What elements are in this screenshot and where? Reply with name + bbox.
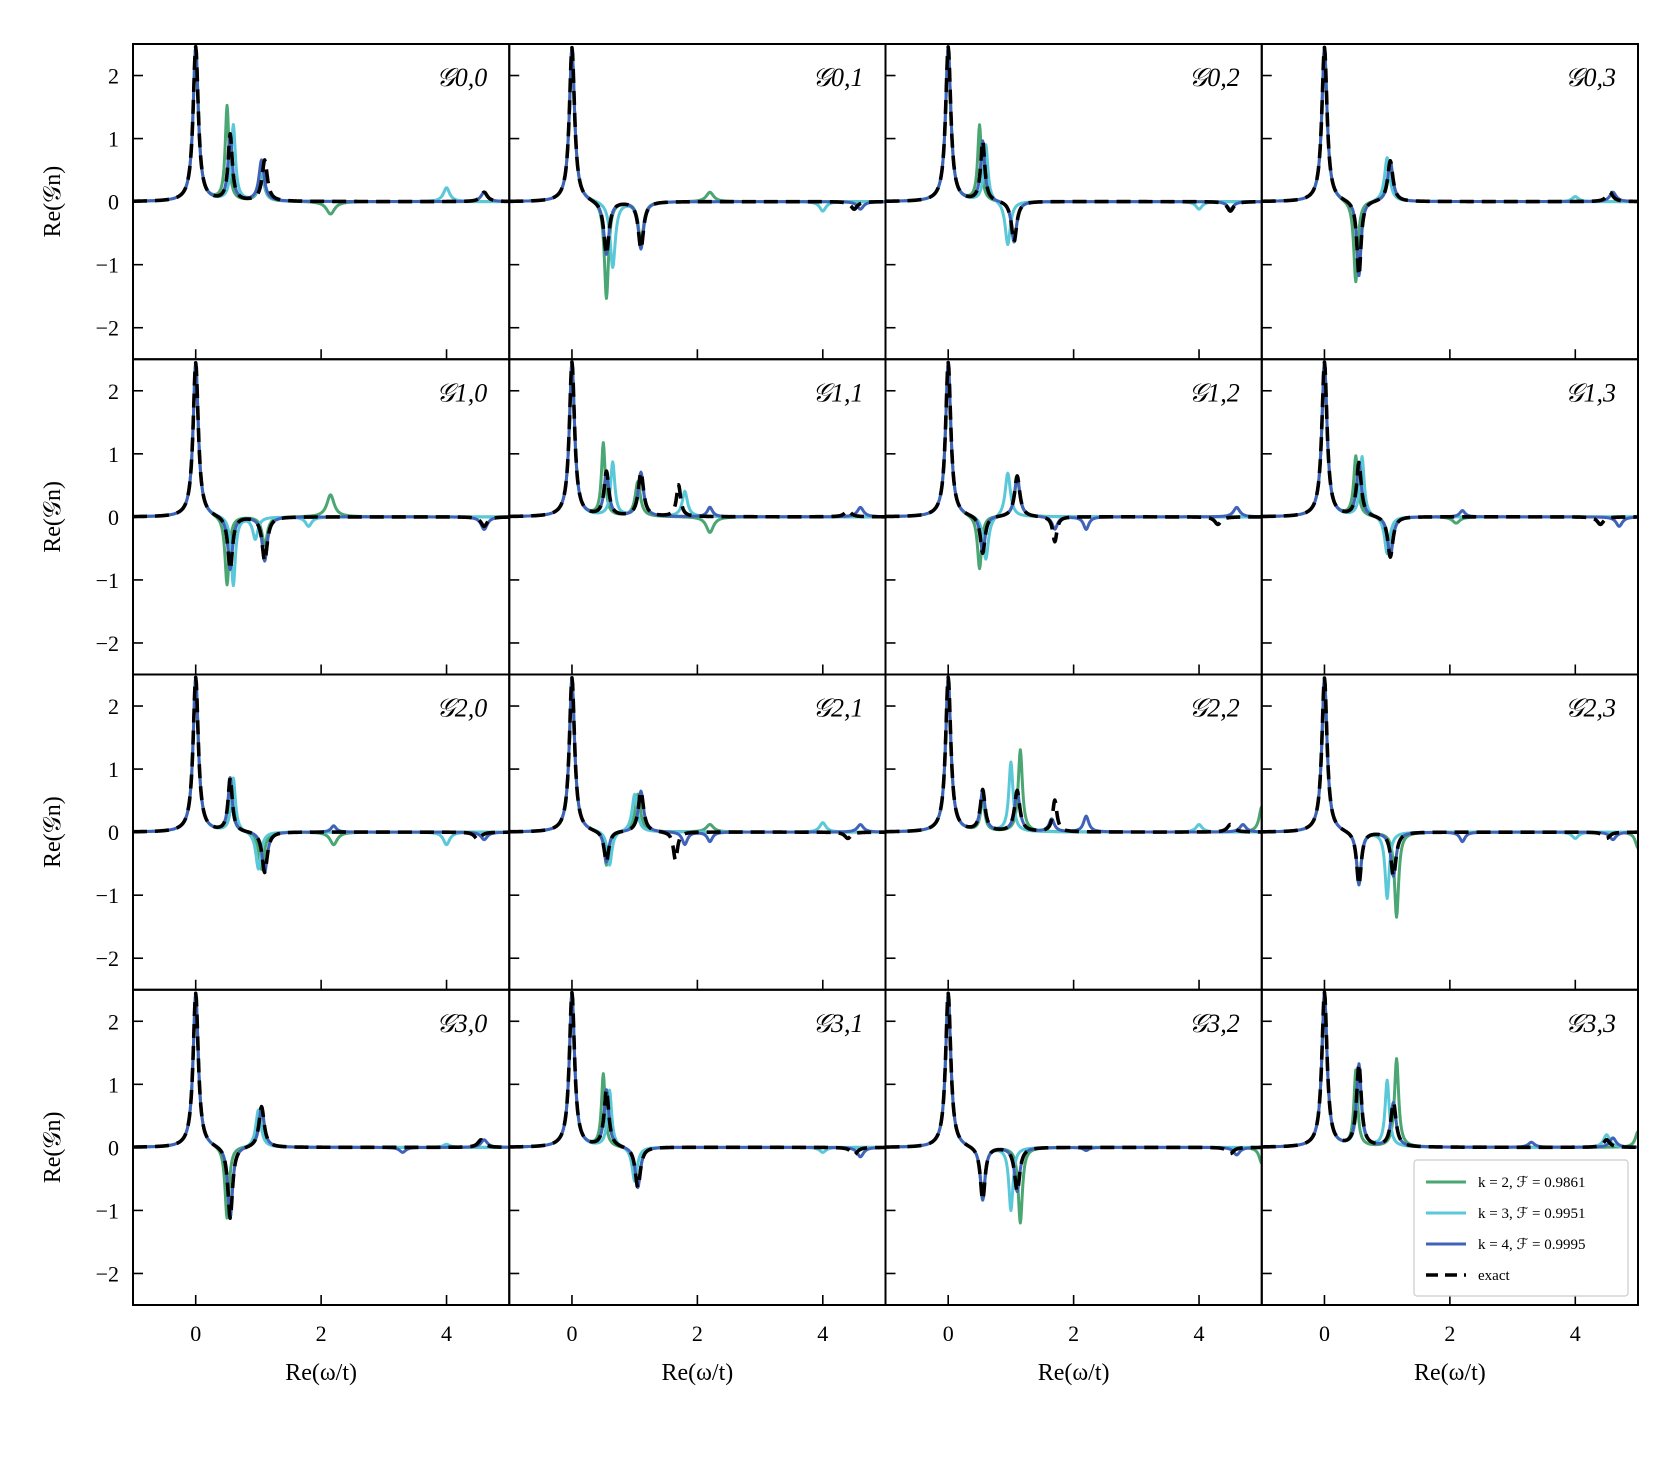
y-tick-label: 0 — [108, 505, 119, 530]
series-line-exact-panel-3 — [1261, 45, 1638, 278]
x-tick-label: 2 — [1444, 1321, 1455, 1346]
series-line-exact-panel-11 — [1261, 676, 1638, 887]
legend-entry-label: k = 3, ℱ = 0.9951 — [1478, 1206, 1585, 1222]
x-tick-label: 4 — [441, 1321, 452, 1346]
y-tick-label: −1 — [96, 883, 119, 908]
panel-title: 𝒢1,1 — [812, 378, 863, 407]
x-axis-label: Re(ω/t) — [285, 1360, 357, 1386]
x-tick-label: 4 — [817, 1321, 828, 1346]
x-tick-label: 4 — [1194, 1321, 1205, 1346]
y-tick-label: −1 — [96, 568, 119, 593]
x-tick-label: 2 — [692, 1321, 703, 1346]
panel-title: 𝒢0,0 — [436, 63, 487, 92]
series-line-exact-panel-15 — [1261, 990, 1638, 1150]
series-line-exact-panel-10 — [885, 675, 1262, 834]
y-tick-label: 2 — [108, 379, 119, 404]
x-axis-label: Re(ω/t) — [661, 1360, 733, 1386]
panel-title: 𝒢1,3 — [1565, 378, 1616, 407]
y-tick-label: 2 — [108, 694, 119, 719]
series-line-exact-panel-14 — [885, 991, 1262, 1202]
series-line-exact-panel-13 — [509, 990, 886, 1190]
legend-entry-label: k = 4, ℱ = 0.9995 — [1478, 1237, 1585, 1253]
y-tick-label: 0 — [108, 820, 119, 845]
y-axis-label: Re(𝒢n) — [40, 481, 66, 553]
x-tick-label: 4 — [1570, 1321, 1581, 1346]
y-tick-label: −2 — [96, 316, 119, 341]
panel-title: 𝒢0,3 — [1565, 63, 1616, 92]
x-tick-label: 0 — [566, 1321, 577, 1346]
panel-title: 𝒢2,1 — [812, 694, 863, 723]
x-axis-label: Re(ω/t) — [1038, 1360, 1110, 1386]
panel-title: 𝒢2,3 — [1565, 694, 1616, 723]
panel-title: 𝒢0,2 — [1189, 63, 1240, 92]
y-axis-label: Re(𝒢n) — [40, 1112, 66, 1184]
x-tick-label: 0 — [190, 1321, 201, 1346]
x-tick-label: 2 — [1068, 1321, 1079, 1346]
x-tick-label: 2 — [316, 1321, 327, 1346]
series-line-exact-panel-0 — [133, 44, 510, 204]
y-tick-label: 1 — [108, 757, 119, 782]
panel-title: 𝒢0,1 — [812, 63, 863, 92]
panel-title: 𝒢3,1 — [812, 1009, 863, 1038]
panel-title: 𝒢1,0 — [436, 378, 487, 407]
y-tick-label: −2 — [96, 946, 119, 971]
series-line-exact-panel-9 — [509, 676, 886, 864]
panel-title: 𝒢3,3 — [1565, 1009, 1616, 1038]
series-line-exact-panel-1 — [509, 45, 886, 257]
series-line-exact-panel-5 — [509, 360, 886, 519]
x-tick-label: 0 — [943, 1321, 954, 1346]
panel-title: 𝒢3,2 — [1189, 1009, 1240, 1038]
series-line-exact-panel-12 — [133, 991, 510, 1221]
series-line-exact-panel-8 — [133, 675, 510, 875]
y-tick-label: −2 — [96, 631, 119, 656]
y-tick-label: 1 — [108, 442, 119, 467]
y-tick-label: 1 — [108, 127, 119, 152]
series-line-exact-panel-4 — [133, 361, 510, 572]
y-tick-label: −1 — [96, 253, 119, 278]
panel-title: 𝒢1,2 — [1189, 378, 1240, 407]
panel-title: 𝒢3,0 — [436, 1009, 487, 1038]
legend-entry-label: k = 2, ℱ = 0.9861 — [1478, 1175, 1585, 1191]
series-line-exact-panel-2 — [885, 45, 1262, 244]
y-tick-label: 2 — [108, 1009, 119, 1034]
y-tick-label: 0 — [108, 190, 119, 215]
y-tick-label: −2 — [96, 1261, 119, 1286]
y-axis-label: Re(𝒢n) — [40, 166, 66, 238]
y-tick-label: 1 — [108, 1072, 119, 1097]
y-tick-label: 2 — [108, 64, 119, 89]
y-tick-label: −1 — [96, 1198, 119, 1223]
panel-title: 𝒢2,0 — [436, 694, 487, 723]
series-line-exact-panel-6 — [885, 360, 1262, 555]
panel-title: 𝒢2,2 — [1189, 694, 1240, 723]
y-axis-label: Re(𝒢n) — [40, 796, 66, 868]
y-tick-label: 0 — [108, 1135, 119, 1160]
legend-entry-label: exact — [1478, 1268, 1510, 1284]
series-line-exact-panel-7 — [1261, 360, 1638, 559]
x-tick-label: 0 — [1319, 1321, 1330, 1346]
x-axis-label: Re(ω/t) — [1414, 1360, 1486, 1386]
legend-box — [1413, 1159, 1629, 1297]
